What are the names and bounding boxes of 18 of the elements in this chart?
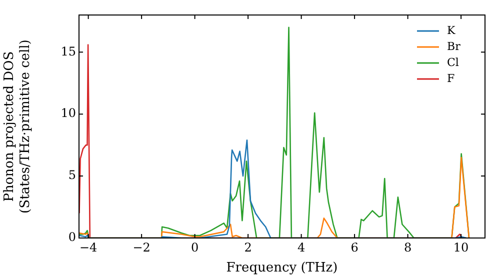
x-tick-label: −2 bbox=[132, 240, 150, 254]
x-tick-label: 4 bbox=[297, 240, 306, 254]
x-tick-label: −4 bbox=[79, 240, 98, 254]
x-tick-label: 10 bbox=[453, 240, 469, 254]
y-tick-label: 10 bbox=[60, 106, 76, 120]
y-tick-label: 0 bbox=[68, 230, 76, 244]
legend-label: Cl bbox=[447, 56, 460, 69]
x-tick-label: 6 bbox=[350, 240, 358, 254]
legend-label: Br bbox=[447, 40, 462, 53]
legend-label: F bbox=[447, 72, 455, 85]
y-axis-title: Phonon projected DOS (States/THz·primitive cell) bbox=[2, 39, 33, 214]
x-tick-label: 2 bbox=[244, 240, 252, 254]
x-tick-label: 0 bbox=[190, 240, 199, 254]
x-axis-title: Frequency (THz) bbox=[226, 260, 338, 276]
x-tick-label: 8 bbox=[404, 240, 412, 254]
y-tick-label: 5 bbox=[68, 168, 76, 182]
legend-label: K bbox=[447, 24, 456, 37]
y-tick-label: 15 bbox=[60, 44, 76, 58]
